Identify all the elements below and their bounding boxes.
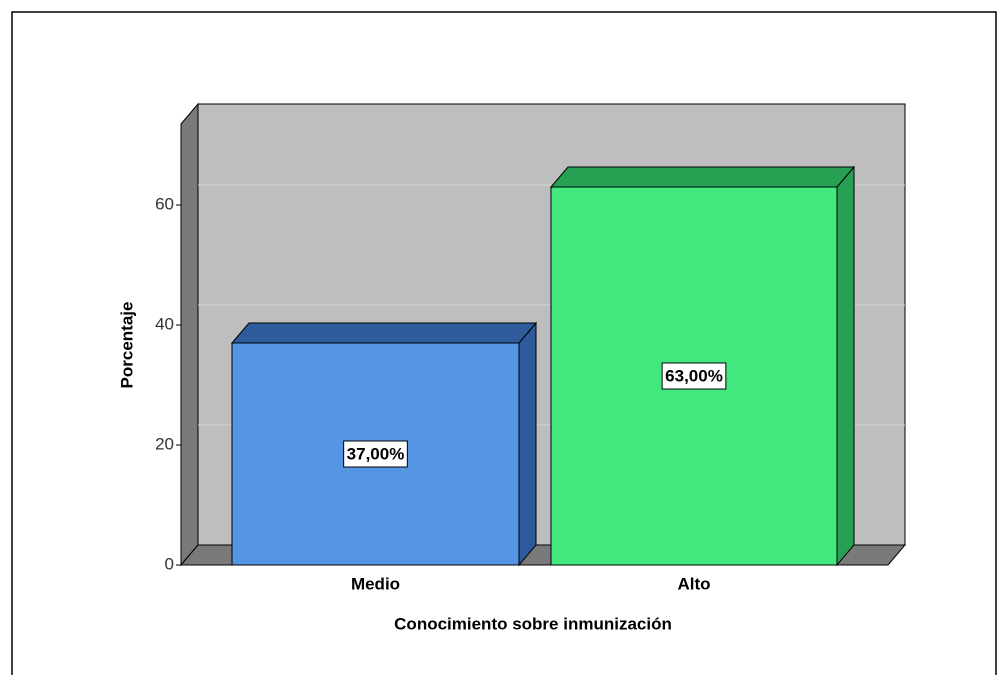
x-tick-label: Alto [677,574,710,593]
y-tick-label: 0 [165,554,174,573]
y-tick-label: 20 [155,434,174,453]
bar-side [518,321,537,567]
y-tick-label: 40 [155,314,174,333]
value-label-box [661,362,727,390]
y-tick-label: 60 [155,194,174,213]
bar-top [549,166,856,188]
value-label-box [343,440,408,468]
side-wall [180,102,199,567]
bar-top [230,322,538,344]
x-tick-label: Medio [351,574,400,593]
x-axis-title: Conocimiento sobre inmunización [394,614,672,633]
bar-side [836,165,855,567]
y-axis-title: Porcentaje [117,302,136,389]
value-label: 37,00% [347,444,405,463]
value-label: 63,00% [665,366,723,385]
